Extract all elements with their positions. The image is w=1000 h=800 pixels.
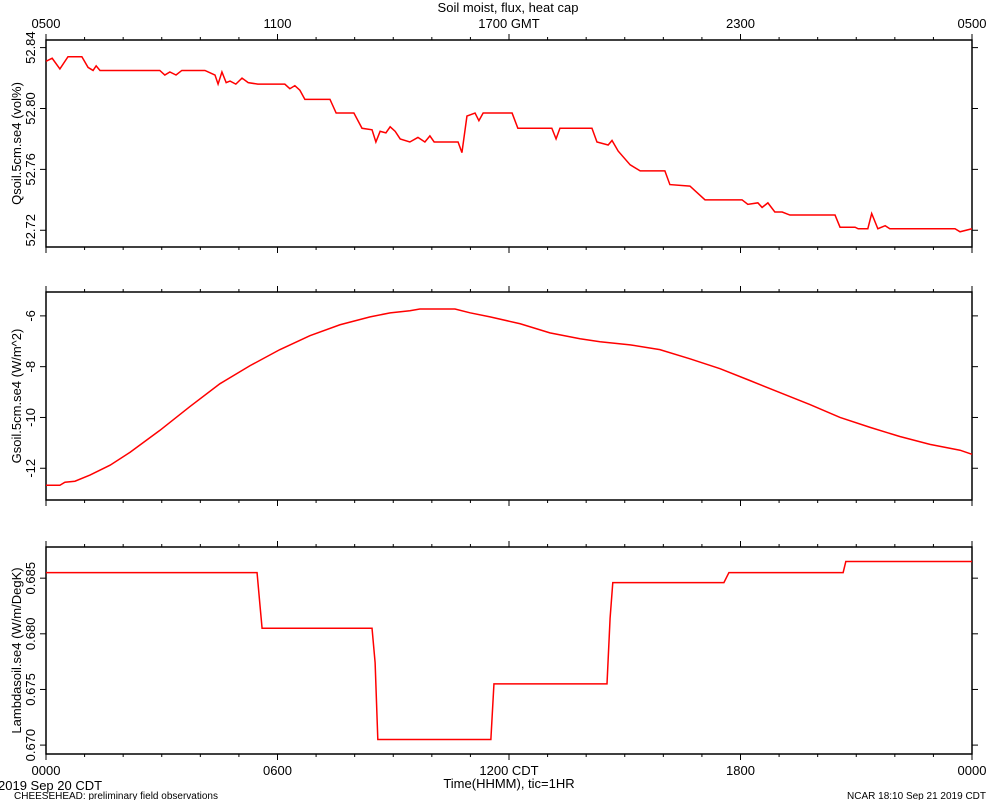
x-tick-label: 0000 [32,763,61,778]
panel-frame [45,546,973,755]
y-tick-label: 52.76 [23,153,38,186]
footer-project: CHEESEHEAD: preliminary field observatio… [14,791,218,800]
y-tick-label: 0.675 [23,673,38,706]
x2-tick-label: 0500 [958,16,987,31]
y-tick-label: 52.72 [23,214,38,247]
footer-date: 2019 Sep 20 CDT [0,778,102,793]
x2-tick-label: 1700 GMT [478,16,539,31]
x-axis-label: Time(HHMM), tic=1HR [443,776,574,791]
x-tick-label: 1800 [726,763,755,778]
y-tick-label: 52.84 [23,31,38,64]
x2-tick-label: 2300 [726,16,755,31]
x-tick-label: 1200 CDT [479,763,538,778]
y-tick-label: 52.80 [23,92,38,125]
x-tick-label: 0000 [958,763,987,778]
footer-stamp: NCAR 18:10 Sep 21 2019 CDT [847,791,986,800]
y-axis-label: Gsoil.5cm.se4 (W/m^2) [9,329,24,464]
y-tick-label: 0.680 [23,618,38,651]
y-axis-label: Qsoil.5cm.se4 (vol%) [9,82,24,205]
x-tick-label: 0600 [263,763,292,778]
panel-frame [45,291,973,501]
data-line [45,55,973,233]
y-tick-label: -10 [23,408,38,427]
x2-tick-label: 0500 [32,16,61,31]
y-axis-label: Lambdasoil.se4 (W/m/DegK) [9,567,24,733]
y-tick-label: -12 [23,459,38,478]
y-tick-label: -6 [23,310,38,322]
chart-title: Soil moist, flux, heat cap [438,0,579,15]
y-tick-label: 0.670 [23,729,38,762]
y-tick-label: 0.685 [23,562,38,595]
x2-tick-label: 1100 [264,16,292,31]
y-tick-label: -8 [23,361,38,373]
data-line [46,560,972,741]
data-line [46,308,973,487]
